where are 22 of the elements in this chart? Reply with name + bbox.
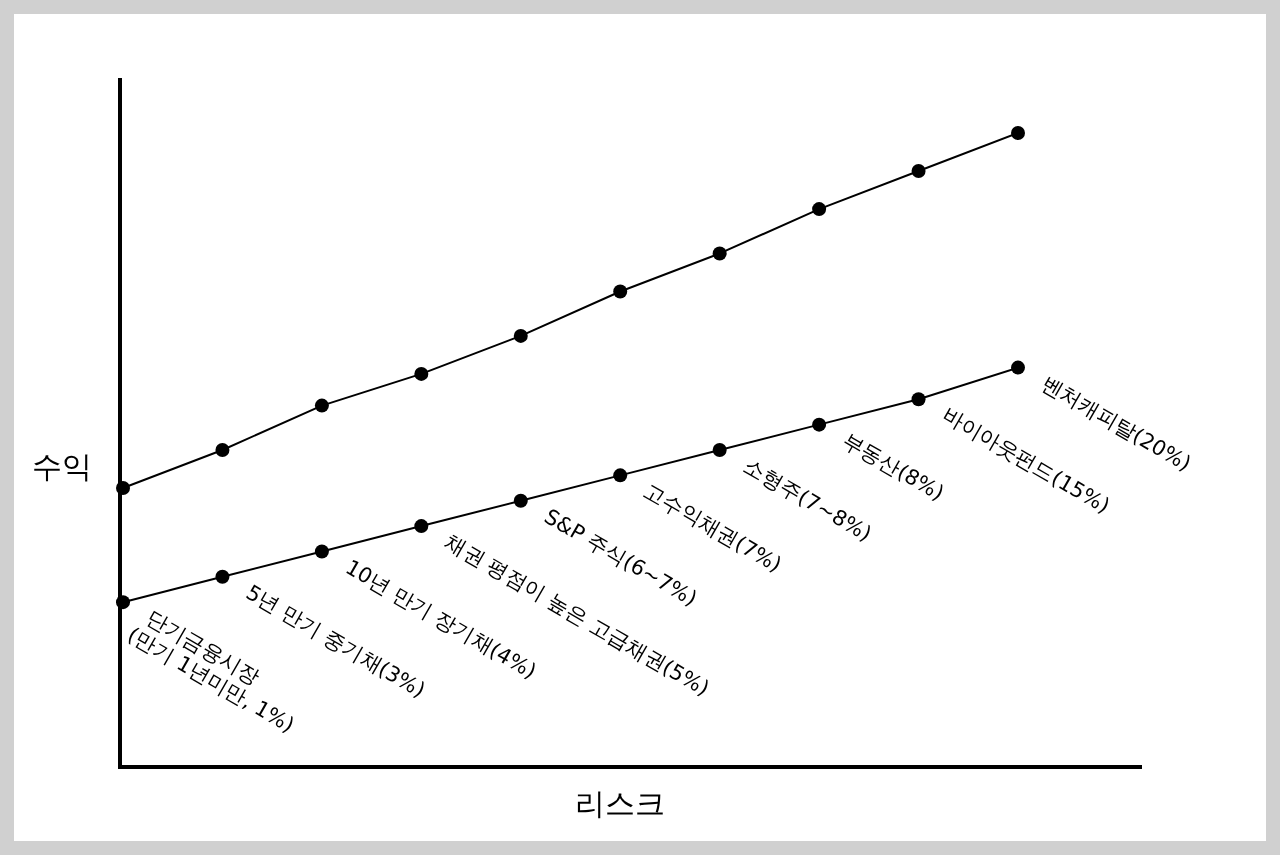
point	[712, 246, 727, 261]
y-axis-title: 수익	[32, 448, 92, 484]
point	[911, 392, 926, 407]
point	[314, 398, 329, 413]
point	[116, 595, 130, 610]
point	[613, 468, 628, 483]
point	[911, 164, 926, 179]
point	[1011, 360, 1025, 375]
point	[513, 493, 528, 508]
point	[215, 443, 230, 457]
point	[513, 328, 528, 343]
point	[712, 443, 727, 457]
point	[613, 284, 628, 299]
point	[1011, 126, 1025, 140]
point	[812, 202, 827, 217]
point	[812, 417, 827, 432]
point	[215, 569, 230, 584]
point	[116, 481, 130, 496]
point	[414, 366, 429, 381]
point	[414, 519, 429, 534]
point	[314, 544, 329, 559]
x-axis-title: 리스크	[575, 785, 665, 821]
